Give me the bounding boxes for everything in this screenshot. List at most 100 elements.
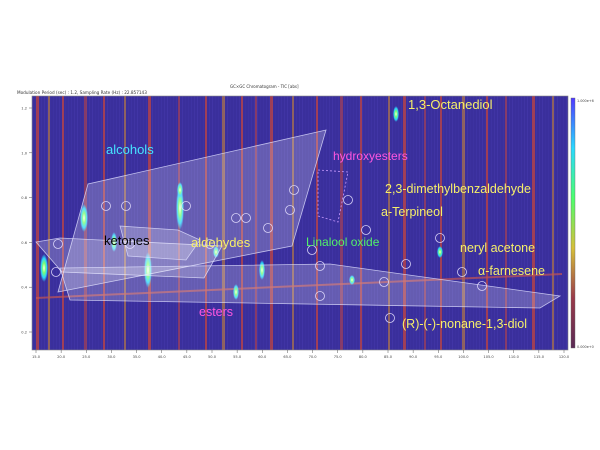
noise-band — [41, 96, 42, 350]
noise-band — [203, 96, 204, 350]
noise-band — [380, 96, 381, 350]
x-tick-label: 35.0 — [133, 355, 142, 359]
noise-band — [158, 96, 159, 350]
noise-band — [155, 96, 156, 350]
noise-band — [335, 96, 336, 350]
noise-band — [173, 96, 174, 350]
bleed-streak — [255, 96, 257, 350]
noise-band — [338, 96, 339, 350]
y-tick-label: 0.2 — [21, 331, 27, 335]
y-tick-label: 0.4 — [21, 286, 27, 290]
noise-band — [32, 96, 33, 350]
bleed-streak — [148, 96, 151, 350]
colorbar: 1.000e+6 0.000e+0 — [570, 97, 594, 349]
compound-marker — [457, 267, 467, 277]
window-title: GC×GC Chromatogram - TIC [abs] — [230, 84, 299, 89]
bleed-streak — [48, 96, 50, 350]
noise-band — [395, 96, 396, 350]
compound-marker — [231, 213, 241, 223]
noise-band — [290, 96, 291, 350]
noise-band — [200, 96, 201, 350]
noise-band — [185, 96, 186, 350]
noise-band — [548, 96, 549, 350]
compound-marker — [379, 277, 389, 287]
y-tick-label: 0.6 — [21, 241, 27, 245]
bleed-streak — [62, 96, 64, 350]
noise-band — [413, 96, 414, 350]
noise-band — [329, 96, 330, 350]
colorbar-bottom-label: 0.000e+0 — [577, 345, 594, 349]
noise-band — [263, 96, 264, 350]
noise-band — [401, 96, 402, 350]
noise-band — [254, 96, 255, 350]
noise-band — [197, 96, 198, 350]
noise-band — [68, 96, 69, 350]
column-bleed-diagonal — [35, 273, 563, 299]
noise-band — [503, 96, 504, 350]
noise-band — [422, 96, 423, 350]
compound-label: α-farnesene — [478, 264, 545, 278]
noise-band — [146, 96, 147, 350]
compound-markers — [51, 185, 487, 323]
noise-band — [71, 96, 72, 350]
x-tick-label: 95.0 — [434, 355, 443, 359]
compound-marker — [263, 223, 273, 233]
noise-band — [269, 96, 270, 350]
noise-band — [560, 96, 561, 350]
noise-band — [497, 96, 498, 350]
column-bleed-streaks — [36, 96, 554, 350]
noise-band — [119, 96, 120, 350]
bleed-streak — [505, 96, 507, 350]
compound-label: 1,3-Octanediol — [408, 97, 493, 112]
compound-label: (R)-(-)-nonane-1,3-diol — [402, 317, 528, 331]
noise-band — [260, 96, 261, 350]
noise-band — [221, 96, 222, 350]
noise-band — [515, 96, 516, 350]
noise-band — [137, 96, 138, 350]
x-tick-label: 110.0 — [509, 355, 520, 359]
x-tick-label: 50.0 — [208, 355, 217, 359]
noise-band — [251, 96, 252, 350]
noise-band — [410, 96, 411, 350]
noise-band — [536, 96, 537, 350]
class-label: esters — [199, 305, 234, 319]
compound-marker — [51, 267, 61, 277]
noise-band — [311, 96, 312, 350]
noise-band — [545, 96, 546, 350]
compound-marker — [315, 291, 325, 301]
noise-band — [116, 96, 117, 350]
x-tick-label: 70.0 — [309, 355, 318, 359]
compound-label: Linalool oxide — [306, 235, 380, 249]
compound-peak — [176, 186, 184, 230]
noise-band — [98, 96, 99, 350]
bleed-streak — [270, 96, 273, 350]
noise-band — [308, 96, 309, 350]
compound-label: neryl acetone — [460, 241, 536, 255]
noise-band — [455, 96, 456, 350]
noise-band — [326, 96, 327, 350]
noise-band — [44, 96, 45, 350]
bleed-streak — [36, 96, 39, 350]
noise-band — [377, 96, 378, 350]
noise-band — [113, 96, 114, 350]
noise-band — [551, 96, 552, 350]
compound-marker — [121, 201, 131, 211]
compound-marker — [285, 205, 295, 215]
compound-peak — [80, 204, 88, 232]
modulation-info: Modulation Period (sec) : 1.2, Sampling … — [17, 90, 147, 95]
bleed-streak — [403, 96, 406, 350]
compound-marker — [401, 259, 411, 269]
bleed-streak — [388, 96, 390, 350]
class-region — [59, 263, 562, 309]
noise-band — [407, 96, 408, 350]
x-tick-label: 30.0 — [107, 355, 116, 359]
noise-band — [245, 96, 246, 350]
noise-band — [479, 96, 480, 350]
compound-label: a-Terpineol — [381, 205, 443, 219]
x-tick-label: 65.0 — [283, 355, 292, 359]
noise-band — [128, 96, 129, 350]
x-tick-label: 85.0 — [384, 355, 393, 359]
noise-band — [461, 96, 462, 350]
bleed-streak — [222, 96, 225, 350]
